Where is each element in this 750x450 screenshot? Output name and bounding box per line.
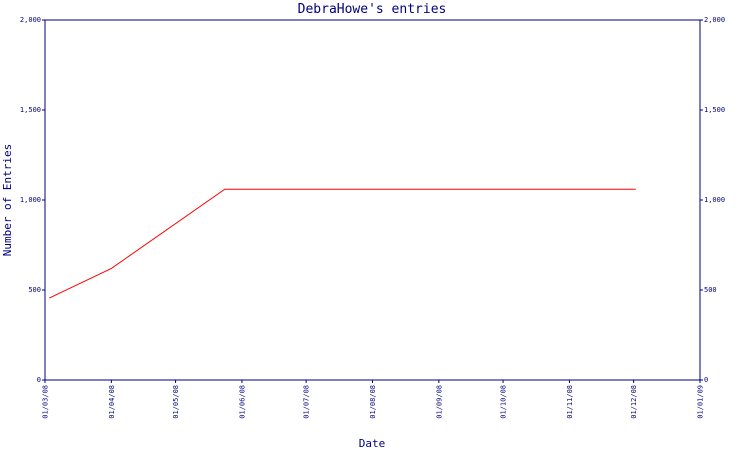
x-tick-label: 01/01/09 <box>697 385 705 419</box>
x-tick-label: 01/07/08 <box>303 385 311 419</box>
y-tick-label-left: 500 <box>28 286 41 294</box>
left-y-axis: 0 500 1,000 1,500 2,000 <box>20 16 45 384</box>
y-tick-label-right: 1,000 <box>704 196 725 204</box>
y-tick-label-left: 2,000 <box>20 16 41 24</box>
x-tick-label: 01/06/08 <box>238 385 246 419</box>
chart-title: DebraHowe's entries <box>298 2 447 17</box>
series-layer <box>49 188 636 299</box>
x-axis: 01/03/08 01/04/08 01/05/08 01/06/08 01/07/08… <box>42 380 705 419</box>
x-tick-label: 01/12/08 <box>630 385 638 419</box>
x-axis-label: Date <box>359 437 386 450</box>
y-axis-label: Number of Entries <box>1 144 14 257</box>
x-tick-label: 01/11/08 <box>566 385 574 419</box>
y-tick-label-left: 1,000 <box>20 196 41 204</box>
y-tick-label-right: 2,000 <box>704 16 725 24</box>
x-tick-label: 01/10/08 <box>500 385 508 419</box>
x-tick-label: 01/04/08 <box>108 385 116 419</box>
y-tick-label-right: 500 <box>704 286 717 294</box>
x-tick-label: 01/05/08 <box>172 385 180 419</box>
y-tick-label-right: 0 <box>704 376 708 384</box>
right-y-axis: 0 500 1,000 1,500 2,000 <box>700 16 725 384</box>
y-tick-label-right: 1,500 <box>704 106 725 114</box>
y-tick-label-left: 1,500 <box>20 106 41 114</box>
plot-frame <box>44 19 701 381</box>
x-tick-label: 01/03/08 <box>42 385 50 419</box>
y-tick-label-left: 0 <box>37 376 41 384</box>
series-line <box>49 188 636 299</box>
x-tick-label: 01/09/08 <box>435 385 443 419</box>
x-tick-label: 01/08/08 <box>369 385 377 419</box>
